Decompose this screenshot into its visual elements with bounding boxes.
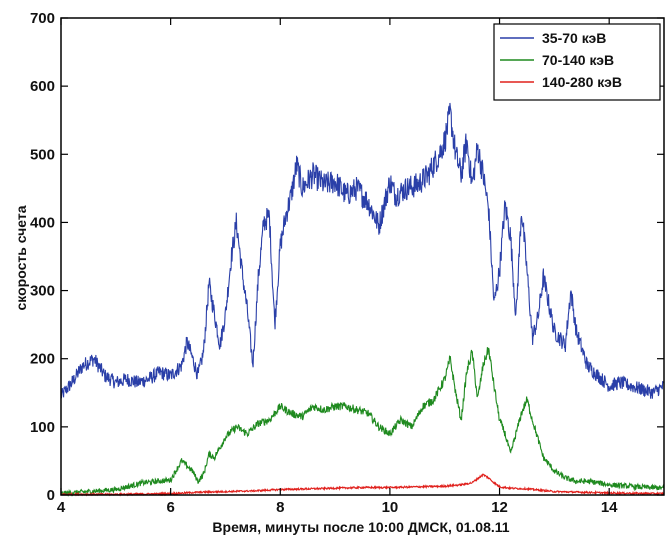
y-tick-label: 300	[30, 283, 55, 300]
y-tick-label: 600	[30, 78, 55, 95]
legend: 35-70 кэВ 70-140 кэВ 140-280 кэВ	[493, 23, 661, 101]
legend-entry-3: 140-280 кэВ	[542, 74, 622, 90]
y-tick-label: 700	[30, 10, 55, 27]
legend-entry-2: 70-140 кэВ	[542, 52, 614, 68]
axes	[60, 17, 665, 496]
y-tick-label: 400	[30, 214, 55, 231]
y-tick-label: 100	[30, 419, 55, 436]
series-line-2	[60, 347, 665, 497]
y-tick-label: 500	[30, 146, 55, 163]
series-2	[60, 347, 665, 497]
x-tick-label: 6	[166, 499, 174, 516]
legend-box	[493, 23, 661, 101]
series-line-3	[60, 473, 665, 497]
series-1	[60, 102, 665, 399]
x-tick-label: 14	[601, 499, 618, 516]
x-tick-label: 4	[57, 499, 66, 516]
x-tick-label: 12	[491, 499, 508, 516]
x-tick-label: 8	[276, 499, 284, 516]
axes-frame	[60, 17, 665, 496]
y-tick-label: 0	[47, 487, 55, 504]
y-tick-label: 200	[30, 351, 55, 368]
x-tick-label: 10	[382, 499, 399, 516]
series-layer	[60, 102, 665, 497]
y-axis-label: скорость счета	[13, 205, 29, 310]
series-3	[60, 473, 665, 497]
ticks: 4 6 8 10 12 14 0 100 200 300 400 500 600 700	[30, 10, 664, 516]
series-line-1	[60, 102, 665, 399]
legend-entry-1: 35-70 кэВ	[542, 30, 606, 46]
x-axis-label: Время, минуты после 10:00 ДМСК, 01.08.11	[212, 519, 509, 535]
